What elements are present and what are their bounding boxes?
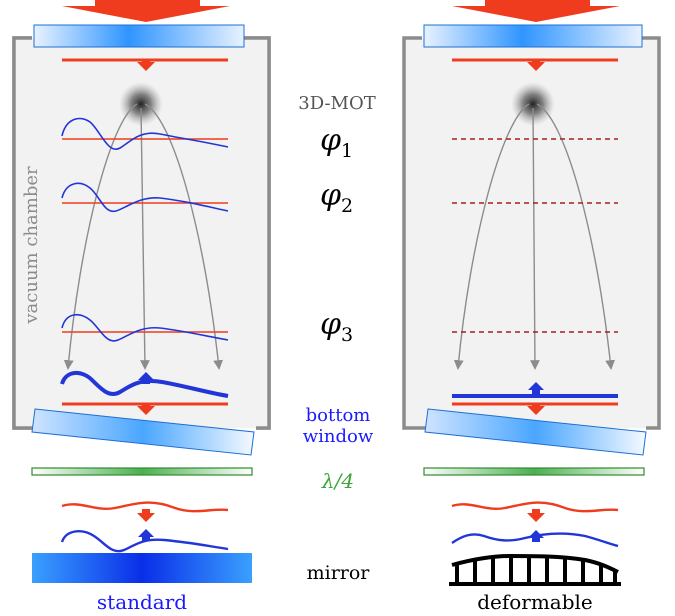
phi1-symbol: φ xyxy=(320,123,341,158)
right-bottom-window xyxy=(424,408,647,456)
left-wavefront-2 xyxy=(61,182,229,213)
left-reflected-red-wave xyxy=(61,501,229,513)
left-wavefront-up-arrow xyxy=(138,372,154,380)
standard-label: standard xyxy=(97,590,187,614)
right-quarter-wave-plate xyxy=(423,467,645,476)
left-incoming-beam-arrow xyxy=(62,0,230,22)
phi2-label: φ2 xyxy=(320,178,353,217)
right-reflected-blue-wave xyxy=(451,532,619,548)
right-setup xyxy=(402,0,661,586)
phi1-subscript: 1 xyxy=(341,140,353,162)
right-mot-cloud xyxy=(511,82,555,126)
bottom-window-label-line2: window xyxy=(303,426,374,447)
left-beam-down-arrow xyxy=(137,62,155,71)
phi3-subscript: 3 xyxy=(341,324,353,346)
left-wavefront-bottom xyxy=(60,371,229,398)
phi2-subscript: 2 xyxy=(341,195,353,217)
phi3-symbol: φ xyxy=(320,307,341,342)
right-trajectory-left xyxy=(453,103,530,370)
phi1-label: φ1 xyxy=(320,123,353,162)
mirror-label: mirror xyxy=(307,562,371,584)
deformable-label: deformable xyxy=(477,590,593,614)
right-top-window xyxy=(423,24,643,48)
right-vacuum-chamber xyxy=(402,36,661,430)
left-wavefront-1 xyxy=(61,117,229,150)
mot-label: 3D-MOT xyxy=(298,93,376,114)
right-trajectory-center xyxy=(530,107,540,370)
right-reflected-red-wave xyxy=(451,501,619,513)
deformable-mirror xyxy=(449,553,621,586)
right-trajectory-right xyxy=(536,103,616,370)
phi3-label: φ3 xyxy=(320,307,353,346)
left-mot-cloud xyxy=(119,82,163,126)
left-bottom-window xyxy=(31,408,255,456)
right-incoming-beam-arrow xyxy=(452,0,620,22)
left-trajectory-left xyxy=(63,103,138,370)
vacuum-chamber-label: vacuum chamber xyxy=(21,166,42,325)
left-wavefront-3 xyxy=(61,313,229,342)
left-quarter-wave-plate xyxy=(31,467,253,476)
quarter-wave-label: λ/4 xyxy=(321,469,354,493)
left-setup xyxy=(12,0,271,583)
standard-mirror xyxy=(32,553,252,583)
phi2-symbol: φ xyxy=(320,178,341,213)
bottom-window-label-line1: bottom xyxy=(306,405,371,426)
left-trajectory-center xyxy=(139,107,150,370)
left-top-window xyxy=(33,24,245,48)
left-trajectory-right xyxy=(144,103,224,370)
left-reflected-blue-wave xyxy=(60,530,229,553)
